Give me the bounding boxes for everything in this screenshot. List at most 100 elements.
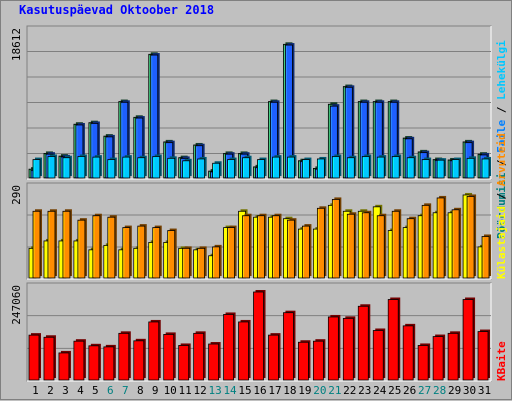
bar-kbytes-23 — [357, 305, 369, 381]
bar-visits-17 — [272, 215, 280, 279]
bar-visits-31 — [481, 236, 490, 279]
legend-hits-files-pages-part: Pöördumisi — [495, 172, 508, 239]
chart-title: Kasutuspäevad Oktoober 2018 — [19, 3, 215, 17]
bar-pages-29 — [451, 159, 460, 179]
x-tick-label-15: 15 — [238, 384, 251, 397]
bar-kbytes-26 — [402, 325, 414, 381]
bar-pages-7 — [122, 156, 131, 179]
bar-visits-21 — [331, 199, 340, 279]
x-tick-label-7: 7 — [122, 384, 129, 397]
x-tick-label-12: 12 — [194, 384, 207, 397]
bar-kbytes-17 — [268, 334, 279, 381]
bar-visits-19 — [302, 225, 310, 279]
bar-pages-21 — [331, 156, 340, 179]
bar-pages-23 — [361, 156, 370, 179]
bar-pages-13 — [212, 162, 221, 179]
bar-pages-17 — [272, 156, 280, 179]
bar-kbytes-15 — [238, 321, 249, 381]
bar-kbytes-21 — [327, 316, 339, 381]
bar-pages-16 — [257, 159, 265, 179]
bar-pages-4 — [77, 156, 86, 179]
bar-visits-7 — [122, 227, 131, 279]
legend-hits-files-pages: Pöördumisi / Faile / Lehekülgi — [495, 40, 508, 239]
bar-visits-27 — [421, 204, 430, 279]
x-tick-label-6: 6 — [107, 384, 114, 397]
bar-kbytes-22 — [342, 317, 354, 381]
bar-kbytes-8 — [133, 340, 145, 381]
bar-kbytes-4 — [73, 340, 85, 381]
bar-pages-9 — [152, 156, 161, 179]
bar-kbytes-11 — [178, 345, 190, 381]
panel-1: 18612 — [10, 25, 492, 180]
x-tick-label-23: 23 — [358, 384, 371, 397]
bar-visits-25 — [391, 210, 400, 279]
legend-sites-visits-part: Arvuteid — [495, 133, 508, 186]
x-tick-label-3: 3 — [62, 384, 69, 397]
x-tick-label-20: 20 — [313, 384, 326, 397]
bar-pages-11 — [182, 160, 191, 179]
x-tick-label-8: 8 — [137, 384, 144, 397]
bar-pages-18 — [287, 156, 295, 179]
bar-pages-6 — [107, 159, 116, 179]
x-tick-label-27: 27 — [418, 384, 431, 397]
x-tick-label-9: 9 — [152, 384, 159, 397]
x-tick-label-1: 1 — [32, 384, 39, 397]
bar-visits-3 — [62, 210, 71, 279]
bar-kbytes-2 — [43, 336, 55, 381]
x-tick-label-10: 10 — [164, 384, 177, 397]
bar-visits-6 — [107, 216, 116, 279]
x-tick-label-24: 24 — [373, 384, 387, 397]
bar-pages-8 — [137, 157, 146, 179]
legend-hits-files-pages-part: Lehekülgi — [495, 40, 508, 100]
bar-visits-18 — [287, 219, 295, 279]
bar-kbytes-27 — [417, 345, 429, 381]
bar-visits-13 — [212, 246, 221, 279]
bar-pages-31 — [481, 158, 490, 179]
bar-visits-26 — [406, 218, 415, 279]
panel-3: 247060 — [10, 282, 492, 382]
bar-pages-20 — [316, 158, 325, 179]
bar-visits-16 — [257, 215, 265, 279]
legend-kbytes: KBaite — [495, 341, 508, 381]
bar-pages-26 — [406, 157, 415, 179]
bar-kbytes-24 — [372, 330, 384, 381]
bar-kbytes-3 — [58, 352, 70, 381]
panel-2: 290 — [10, 182, 492, 280]
bar-kbytes-30 — [462, 299, 474, 381]
bar-visits-1 — [32, 210, 41, 279]
bar-pages-3 — [62, 157, 71, 179]
bar-kbytes-12 — [193, 332, 205, 381]
bar-pages-1 — [32, 159, 41, 179]
bar-kbytes-7 — [118, 332, 130, 381]
x-tick-label-25: 25 — [388, 384, 401, 397]
bar-visits-8 — [137, 225, 146, 279]
x-tick-label-28: 28 — [433, 384, 446, 397]
bar-pages-15 — [242, 157, 250, 179]
x-tick-label-19: 19 — [298, 384, 311, 397]
bar-visits-4 — [77, 219, 86, 279]
bar-kbytes-29 — [447, 332, 459, 381]
bar-visits-12 — [197, 247, 206, 279]
legend-sites-visits-part: Külastajaid — [495, 206, 508, 279]
bar-kbytes-25 — [387, 299, 399, 381]
bar-kbytes-14 — [223, 314, 234, 381]
bar-pages-19 — [302, 159, 310, 179]
x-tick-label-26: 26 — [403, 384, 416, 397]
bar-kbytes-31 — [477, 331, 489, 381]
legend-hits-files-pages-part: Faile — [495, 119, 508, 152]
y-max-label: 247060 — [10, 285, 23, 325]
bar-visits-15 — [242, 215, 250, 279]
y-max-label: 18612 — [10, 28, 23, 61]
legend-hits-files-pages-part: / — [495, 153, 508, 173]
x-tick-label-29: 29 — [448, 384, 461, 397]
x-tick-label-17: 17 — [268, 384, 281, 397]
bar-pages-27 — [421, 159, 430, 179]
bar-visits-23 — [361, 212, 370, 279]
bar-pages-22 — [346, 157, 355, 179]
x-tick-label-14: 14 — [223, 384, 237, 397]
legend-hits-files-pages-part: / — [495, 100, 508, 120]
x-tick-label-2: 2 — [47, 384, 54, 397]
bar-visits-22 — [346, 213, 355, 279]
